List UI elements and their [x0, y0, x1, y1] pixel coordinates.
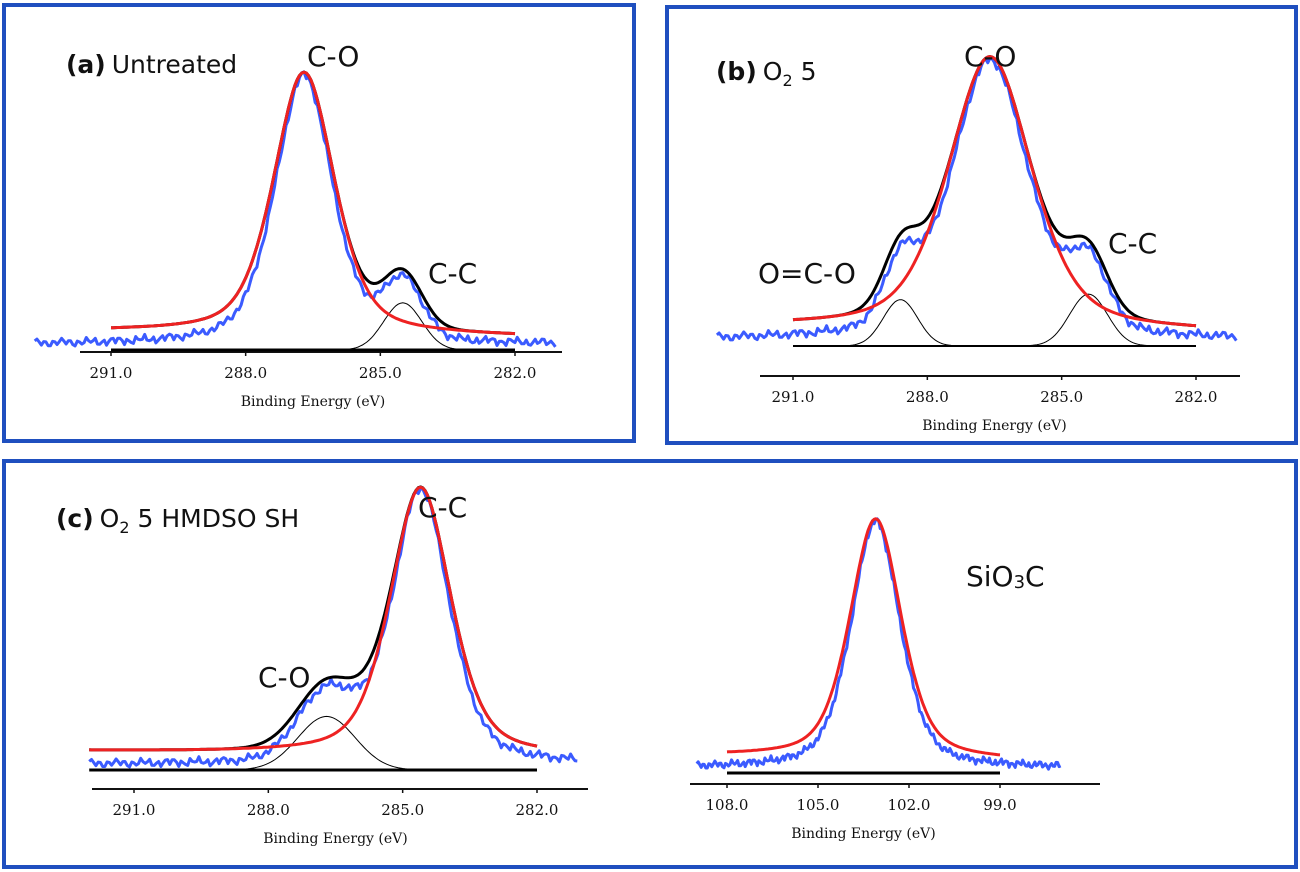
x-tick-label-b: 285.0 [1040, 388, 1083, 406]
peak-label-c-c: C-C [418, 491, 467, 524]
plot-b: 291.0 288.0 285.0 282.0 Binding Energy (eV) C… [715, 40, 1240, 434]
x-tick-label-c: 291.0 [113, 801, 156, 819]
sum-fit-a [111, 70, 516, 336]
peak-label-c-c: C-C [428, 257, 477, 290]
x-axis-label-a: Binding Energy (eV) [241, 394, 386, 410]
panel-b-title: (b) O2 5 [716, 57, 816, 90]
envelope-fit-b [792, 55, 1197, 328]
x-axis-label-d: Binding Energy (eV) [791, 826, 936, 842]
plot-d: 108.0 105.0 102.0 99.0 Binding Energy (eV) Si… [690, 517, 1100, 842]
x-tick-label-d: 108.0 [706, 796, 749, 814]
envelope-fit-d [726, 517, 1001, 757]
peak-label-sio3c: SiO3C [966, 560, 1045, 593]
plot-a: 291.0 288.0 285.0 282.0 Binding Energy (eV) C… [33, 40, 562, 410]
panel-c-frame [2, 459, 1298, 869]
component-peak-C-C [322, 302, 482, 351]
x-tick-label-b: 288.0 [906, 388, 949, 406]
panel-b-frame [665, 5, 1298, 445]
plot-c: 291.0 288.0 285.0 282.0 Binding Energy (eV) C… [88, 485, 588, 847]
panel-c-title: (c) O2 5 HMDSO SH [56, 504, 299, 537]
panel-a-title: (a) Untreated [66, 50, 237, 79]
raw-spectrum-d [695, 517, 1062, 771]
x-tick-label-c: 285.0 [381, 801, 424, 819]
peak-label-c-o: C-O [307, 40, 359, 73]
x-tick-label-c: 282.0 [516, 801, 559, 819]
peak-label-c-o: C-O [258, 661, 310, 694]
panel-a-frame [2, 3, 636, 443]
x-tick-label-d: 99.0 [983, 796, 1016, 814]
x-tick-label-d: 105.0 [797, 796, 840, 814]
peak-label-c-o: C-O [964, 40, 1016, 73]
x-tick-label-b: 291.0 [772, 388, 815, 406]
x-tick-label-b: 282.0 [1175, 388, 1218, 406]
component-peak-O=C-O [827, 299, 972, 347]
x-axis-label-c: Binding Energy (eV) [263, 831, 408, 847]
x-tick-label-a: 282.0 [494, 364, 537, 382]
envelope-fit-c [89, 485, 538, 752]
raw-spectrum-a [33, 70, 557, 348]
peak-label-c-c: C-C [1108, 227, 1157, 260]
component-peak-C-O [205, 715, 446, 771]
x-axis-label-b: Binding Energy (eV) [922, 418, 1067, 434]
x-tick-label-d: 102.0 [888, 796, 931, 814]
x-tick-label-a: 291.0 [90, 364, 133, 382]
raw-spectrum-b [715, 56, 1238, 342]
x-tick-label-a: 288.0 [224, 364, 267, 382]
x-tick-label-c: 288.0 [247, 801, 290, 819]
envelope-fit-a [111, 70, 516, 336]
raw-spectrum-c [88, 487, 578, 769]
x-tick-label-a: 285.0 [359, 364, 402, 382]
peak-label-o-c-o: O=C-O [758, 257, 856, 290]
